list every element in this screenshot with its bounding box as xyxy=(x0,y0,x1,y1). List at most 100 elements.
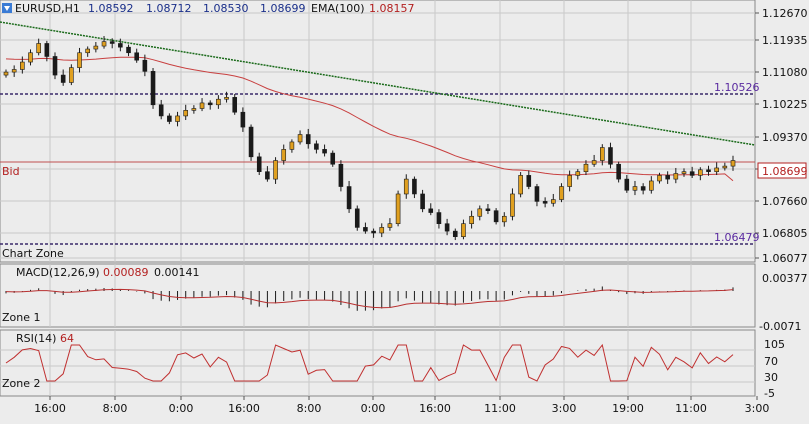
bid-price: 1.08699 xyxy=(762,165,808,178)
price-tick: 1.06077 xyxy=(762,252,808,265)
candle-body xyxy=(436,212,442,225)
candle-body xyxy=(624,178,630,191)
candle-body xyxy=(69,67,74,83)
macd-panel[interactable] xyxy=(0,263,756,328)
macd-zone-label: Zone 1 xyxy=(2,311,41,324)
candle-body xyxy=(60,74,66,83)
candle-body xyxy=(314,143,319,150)
candle-body xyxy=(387,223,393,228)
candle-body xyxy=(526,175,532,187)
macd-tick: 0.00377 xyxy=(762,272,808,285)
candle-body xyxy=(371,230,376,234)
candle-body xyxy=(191,108,197,111)
candle-body xyxy=(689,171,695,176)
open-value: 1.08592 xyxy=(88,2,134,15)
high-value: 1.08712 xyxy=(146,2,192,15)
candle-body xyxy=(281,149,287,161)
candle-body xyxy=(395,193,401,225)
time-tick: 3:00 xyxy=(552,402,577,415)
header-info: EURUSD,H1 1.08592 1.08712 1.08530 1.0869… xyxy=(2,2,415,15)
rsi-zone-label: Zone 2 xyxy=(2,377,41,390)
main-chart-panel[interactable] xyxy=(0,0,756,263)
candle-body xyxy=(403,178,409,195)
candle-body xyxy=(93,45,99,50)
price-tick: 1.07660 xyxy=(762,195,808,208)
candle-body xyxy=(657,175,662,182)
candle-body xyxy=(109,41,115,44)
rsi-tick: 70 xyxy=(764,355,778,368)
candle-body xyxy=(20,61,25,70)
candle-body xyxy=(632,186,638,191)
candle-body xyxy=(134,52,139,61)
candle-body xyxy=(305,134,311,145)
close-value: 1.08699 xyxy=(260,2,306,15)
candle-body xyxy=(265,171,270,180)
candle-body xyxy=(158,104,164,117)
rsi-line xyxy=(5,343,734,382)
candle-body xyxy=(3,71,9,76)
symbol-label: EURUSD,H1 xyxy=(15,2,80,15)
main-grid xyxy=(0,0,755,262)
candle-body xyxy=(118,43,123,48)
price-tick: 1.11935 xyxy=(762,34,808,47)
candles-group xyxy=(3,36,736,241)
candle-body xyxy=(428,208,434,213)
candle-body xyxy=(583,163,589,172)
candle-body xyxy=(412,178,417,195)
low-value: 1.08530 xyxy=(203,2,249,15)
time-tick: 8:00 xyxy=(103,402,128,415)
candle-body xyxy=(649,180,654,191)
candle-body xyxy=(722,165,728,169)
price-tick: 1.09370 xyxy=(762,131,808,144)
candle-body xyxy=(444,223,450,232)
ema-label: EMA(100) xyxy=(311,2,365,15)
candle-body xyxy=(167,115,172,122)
rsi-axis: 105 70 30 -5 xyxy=(764,338,785,400)
ema-value: 1.08157 xyxy=(369,2,415,15)
candle-body xyxy=(600,147,605,161)
candle-body xyxy=(681,171,687,174)
candle-body xyxy=(44,43,50,57)
candle-body xyxy=(224,97,229,100)
candle-body xyxy=(322,149,327,154)
candle-body xyxy=(616,163,621,180)
price-axis: 1.126701.119351.110801.102251.093701.085… xyxy=(755,7,808,265)
candle-body xyxy=(354,208,360,228)
rsi-panel[interactable] xyxy=(0,329,756,397)
candle-body xyxy=(501,215,507,223)
candle-body xyxy=(346,186,352,210)
candle-body xyxy=(248,126,254,158)
candle-body xyxy=(591,160,597,165)
candle-body xyxy=(240,111,246,128)
time-tick: 11:00 xyxy=(675,402,707,415)
time-tick: 0:00 xyxy=(169,402,194,415)
candle-body xyxy=(126,46,131,54)
upper-line-label: 1.10526 xyxy=(714,81,760,94)
candle-body xyxy=(183,110,189,117)
candle-body xyxy=(485,208,491,211)
candle-body xyxy=(420,193,425,210)
arrow-down-icon xyxy=(4,6,10,11)
candle-body xyxy=(28,52,33,63)
rsi-grid xyxy=(0,330,755,396)
candle-body xyxy=(640,186,646,191)
bid-label: Bid xyxy=(2,165,20,178)
candle-body xyxy=(256,156,262,172)
time-tick: 16:00 xyxy=(419,402,451,415)
candle-body xyxy=(559,186,564,200)
candle-body xyxy=(289,141,295,150)
macd-value1: 0.00089 xyxy=(103,266,149,279)
candle-body xyxy=(673,173,679,180)
macd-value2: 0.00141 xyxy=(154,266,200,279)
candle-body xyxy=(175,115,180,122)
candle-body xyxy=(518,175,523,195)
price-tick: 1.11080 xyxy=(762,66,808,79)
trendline[interactable] xyxy=(0,21,756,146)
candle-body xyxy=(297,134,303,143)
time-tick: 11:00 xyxy=(484,402,516,415)
candle-body xyxy=(477,208,483,217)
candle-body xyxy=(216,98,221,106)
candle-body xyxy=(101,41,107,47)
candle-body xyxy=(273,160,278,180)
